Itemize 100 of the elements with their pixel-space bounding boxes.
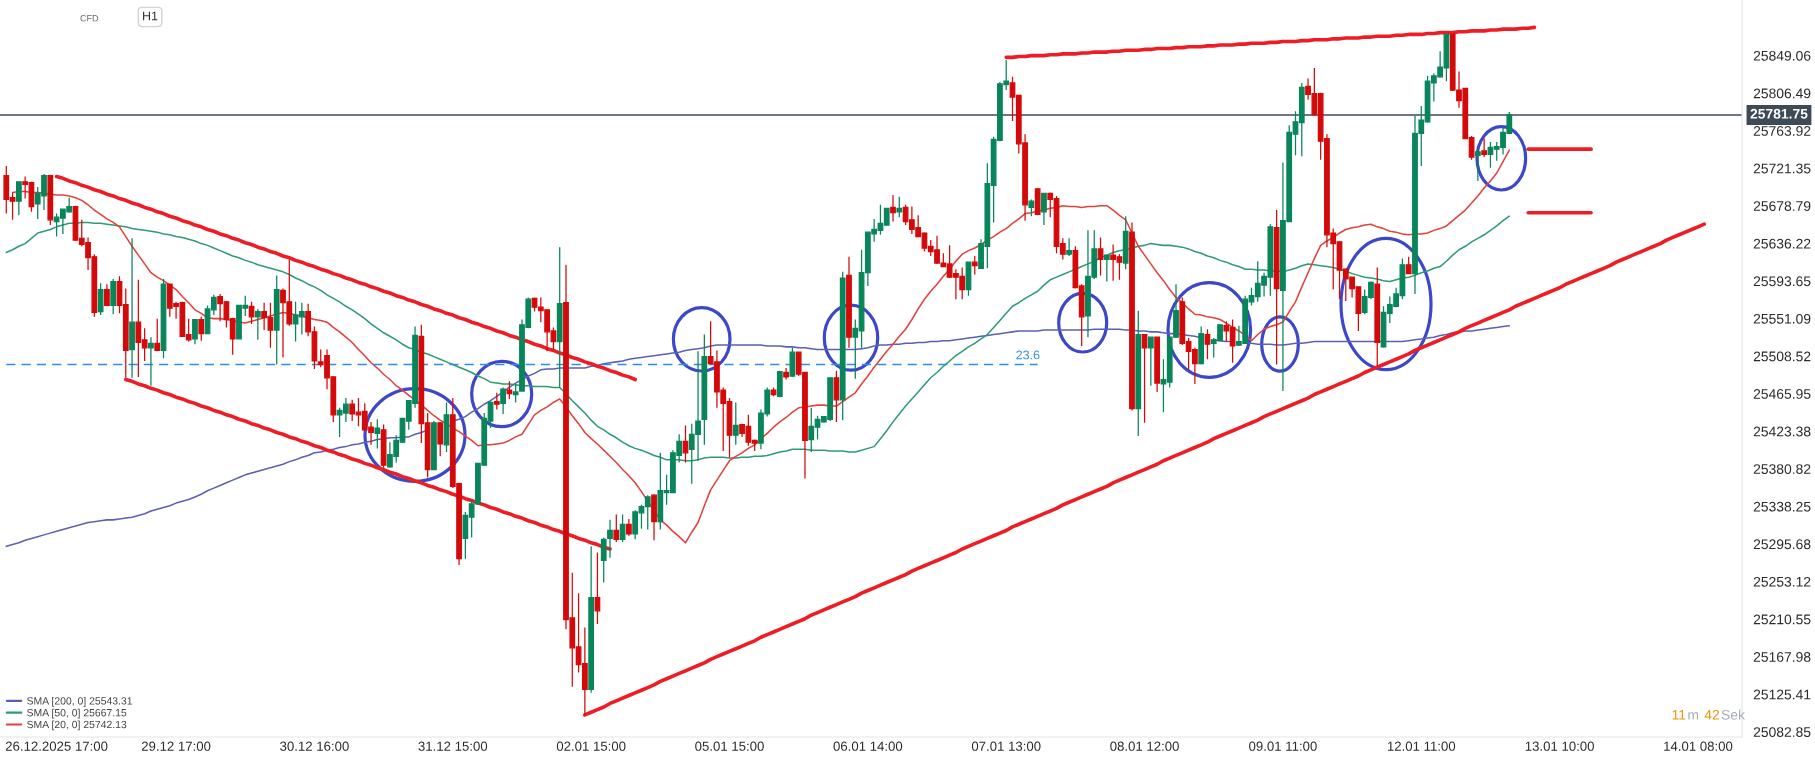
annotation: CFD (80, 15, 99, 22)
candlestick (1154, 336, 1161, 393)
candlestick (1097, 236, 1104, 277)
annotation: 11m 42Sek (1672, 709, 1746, 720)
y-tick-label: 25295.68 (1753, 539, 1811, 550)
x-tick-label: 05.01 15:00 (695, 741, 764, 751)
candlestick (154, 318, 161, 352)
legend-label: SMA [200, 0] 25543.31 (27, 696, 133, 707)
y-tick-label: 25338.25 (1753, 501, 1811, 512)
y-tick-label: 25593.65 (1753, 276, 1811, 287)
x-tick-label: 06.01 14:00 (833, 741, 903, 751)
candlestick (1129, 221, 1135, 412)
candlestick (651, 493, 657, 541)
candlestick (1204, 328, 1211, 360)
candlestick (1103, 254, 1110, 283)
y-tick-label: 25721.35 (1753, 163, 1811, 174)
candlestick (1273, 209, 1280, 366)
y-tick-label: 25082.85 (1753, 727, 1811, 738)
line-series (123, 377, 612, 551)
legend-label: SMA [50, 0] 25667.15 (27, 708, 127, 719)
candlestick (198, 316, 205, 342)
candlestick (839, 271, 846, 421)
annotation: H1 (143, 11, 158, 21)
x-tick-label: 31.12 15:00 (418, 741, 488, 751)
candlestick (1028, 198, 1035, 217)
line-series (5, 215, 1511, 462)
y-tick-label: 25551.09 (1753, 313, 1811, 324)
x-tick-label: 30.12 16:00 (280, 741, 349, 751)
legend-label: SMA [20, 0] 25742.13 (27, 720, 127, 731)
candlestick (192, 318, 198, 345)
line-series (1004, 25, 1537, 60)
candlestick (248, 301, 255, 325)
candlestick (588, 545, 595, 694)
candlestick (254, 308, 261, 341)
y-tick-label: 25763.92 (1753, 126, 1811, 136)
candlestick (104, 283, 110, 307)
x-tick-label: 09.01 11:00 (1249, 741, 1317, 751)
x-tick-label: 12.01 11:00 (1387, 741, 1456, 751)
y-tick-label: 25210.55 (1753, 614, 1811, 625)
candlestick (625, 518, 632, 537)
candlestick (380, 423, 387, 469)
candlestick (701, 333, 708, 446)
candlestick (896, 196, 903, 218)
candlestick (619, 513, 626, 543)
candlestick (97, 282, 104, 316)
candlestick (1198, 325, 1205, 366)
y-tick-label: 25806.49 (1753, 88, 1811, 99)
x-tick-label: 02.01 15:00 (556, 741, 626, 751)
candlestick (776, 370, 783, 398)
y-tick-label: 25125.41 (1753, 689, 1811, 700)
candlestick (965, 261, 972, 297)
candlestick (1041, 192, 1047, 226)
y-tick-label: 25849.06 (1753, 50, 1811, 61)
annotation: 23.6 (1016, 350, 1040, 360)
candlestick (374, 418, 381, 450)
candlestick (506, 380, 513, 400)
candlestick (1066, 237, 1072, 257)
y-tick-label: 25423.38 (1753, 426, 1811, 437)
candlestick (1034, 187, 1041, 216)
candlestick (443, 401, 450, 453)
candlestick (129, 237, 135, 379)
candlestick (1405, 256, 1412, 275)
y-tick-label: 25380.82 (1753, 464, 1811, 475)
candlestick (1147, 336, 1154, 387)
candlestick (1141, 333, 1148, 424)
candlestick (600, 536, 607, 584)
candlestick (833, 370, 840, 423)
candlestick (500, 386, 506, 415)
candlestick (613, 513, 620, 543)
candlestick (594, 551, 601, 625)
candlestick (770, 386, 777, 397)
candlestick (493, 392, 500, 411)
candlestick (971, 255, 978, 276)
y-tick-label: 25465.95 (1753, 389, 1811, 399)
candlestick (607, 519, 613, 559)
candlestick (846, 256, 852, 349)
candlestick (15, 181, 22, 216)
candlestick (437, 421, 444, 457)
line-series (54, 174, 637, 382)
y-tick-label: 25508.52 (1753, 351, 1811, 362)
candlestick (1122, 215, 1129, 270)
candlestick (1135, 310, 1142, 437)
candlestick (47, 174, 54, 226)
candlestick (890, 194, 896, 223)
ref-line-label: 25781.75 (1750, 108, 1808, 119)
x-tick-label: 13.01 10:00 (1525, 741, 1594, 751)
y-tick-label: 25253.12 (1753, 576, 1811, 587)
candlestick (556, 246, 563, 389)
x-tick-label: 08.01 12:00 (1110, 741, 1179, 751)
candlestick (431, 420, 437, 471)
y-tick-label: 25167.98 (1753, 652, 1811, 662)
candlestick (1374, 266, 1381, 367)
x-tick-label: 14.01 08:00 (1664, 741, 1733, 751)
candlestick (110, 278, 117, 315)
candlestick (1474, 148, 1481, 182)
y-tick-label: 25636.22 (1753, 238, 1811, 249)
candlestick (732, 401, 739, 446)
candlestick (789, 347, 796, 378)
candlestick (783, 367, 789, 381)
candlestick (273, 274, 280, 366)
